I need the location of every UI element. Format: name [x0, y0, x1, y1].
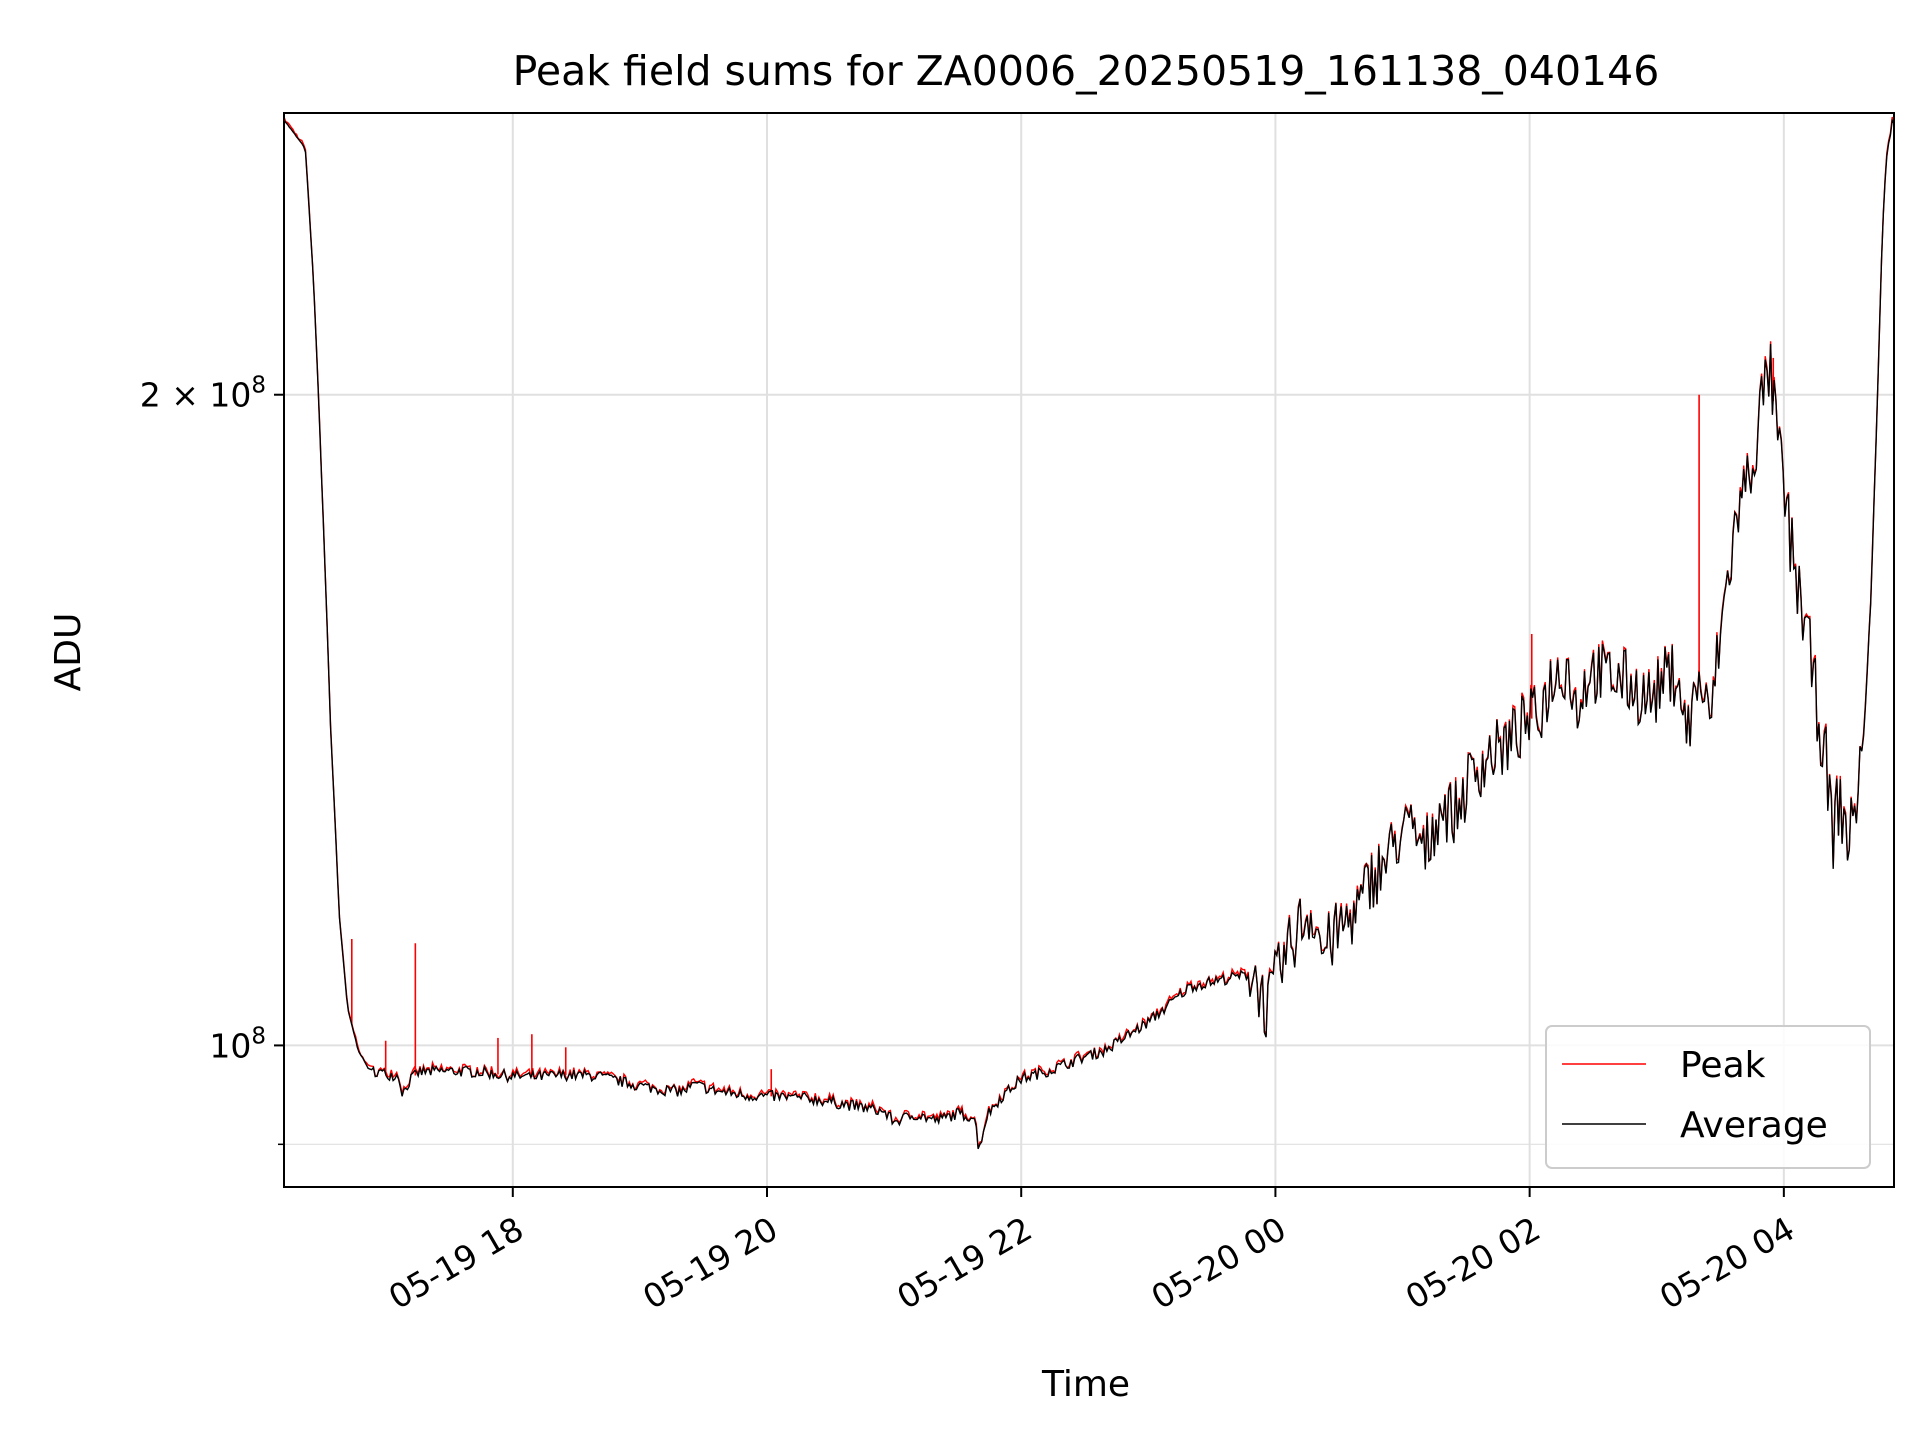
- y-tick-label: 108: [209, 1023, 266, 1065]
- plot-area: [283, 116, 1895, 1150]
- legend-average-label: Average: [1680, 1105, 1828, 1146]
- y-axis-label: ADU: [48, 613, 89, 692]
- series-average-line: [283, 118, 1895, 1150]
- legend-peak-label: Peak: [1680, 1045, 1766, 1086]
- legend: Peak Average: [1545, 1025, 1871, 1169]
- chart-title: Peak field sums for ZA0006_20250519_1611…: [513, 47, 1660, 95]
- grid: [284, 113, 1894, 1187]
- legend-box: [1545, 1025, 1871, 1169]
- x-axis-label: Time: [1041, 1364, 1130, 1405]
- axes-frame: [283, 112, 1895, 1188]
- y-axis: 108 2 × 108: [140, 373, 284, 1146]
- series-peak-line: [283, 116, 1895, 1148]
- y-tick-label: 2 × 108: [140, 373, 266, 415]
